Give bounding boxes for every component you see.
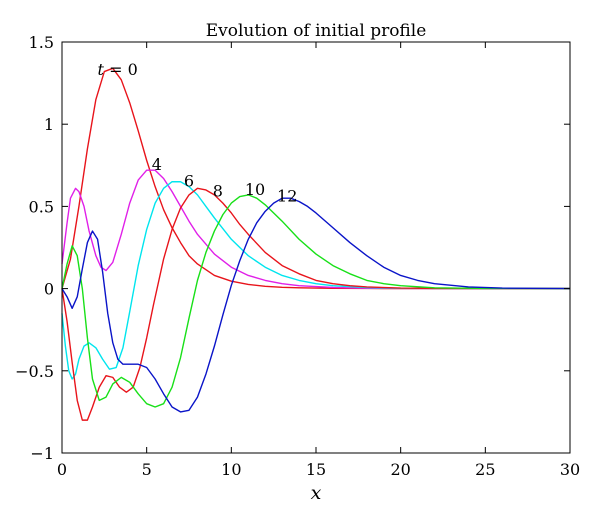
y-tick-label: 1 (44, 115, 54, 134)
series-line-2 (61, 181, 570, 380)
curve-label-1: 4 (152, 155, 162, 174)
series-line-5 (61, 197, 571, 413)
series-line-3 (61, 187, 570, 421)
curve-label-0: t = 0 (98, 60, 138, 79)
y-axis: −1 −0.5 0 0.5 1 1.5 (15, 33, 570, 463)
plot-frame (61, 41, 571, 454)
x-tick-label: 15 (306, 460, 326, 479)
y-tick-label: −0.5 (15, 362, 54, 381)
chart-title: Evolution of initial profile (206, 21, 427, 41)
x-axis-label: x (311, 482, 322, 504)
series-line-4 (61, 194, 571, 408)
x-tick-label: 20 (390, 460, 410, 479)
y-tick-label: 0.5 (29, 197, 54, 216)
x-tick-label: 25 (475, 460, 495, 479)
y-tick-label: −1 (30, 444, 54, 463)
x-tick-label: 0 (57, 460, 67, 479)
curve-label-3: 8 (213, 182, 223, 201)
x-tick-label: 30 (560, 460, 580, 479)
curve-labels: t = 0 4 68 10 12 (98, 60, 298, 206)
y-tick-label: 0 (44, 280, 54, 299)
series-line-1 (61, 169, 570, 290)
y-tick-label: 1.5 (29, 33, 54, 52)
curve-label-2: 6 (184, 172, 194, 191)
x-tick-label: 10 (221, 460, 241, 479)
curve-label-4: 10 (245, 180, 265, 199)
plot-lines (61, 67, 571, 421)
x-axis: 0 5 10 15 20 25 30 (57, 42, 580, 479)
series-line-0 (61, 67, 570, 290)
x-tick-label: 5 (142, 460, 152, 479)
curve-label-5: 12 (277, 186, 297, 205)
